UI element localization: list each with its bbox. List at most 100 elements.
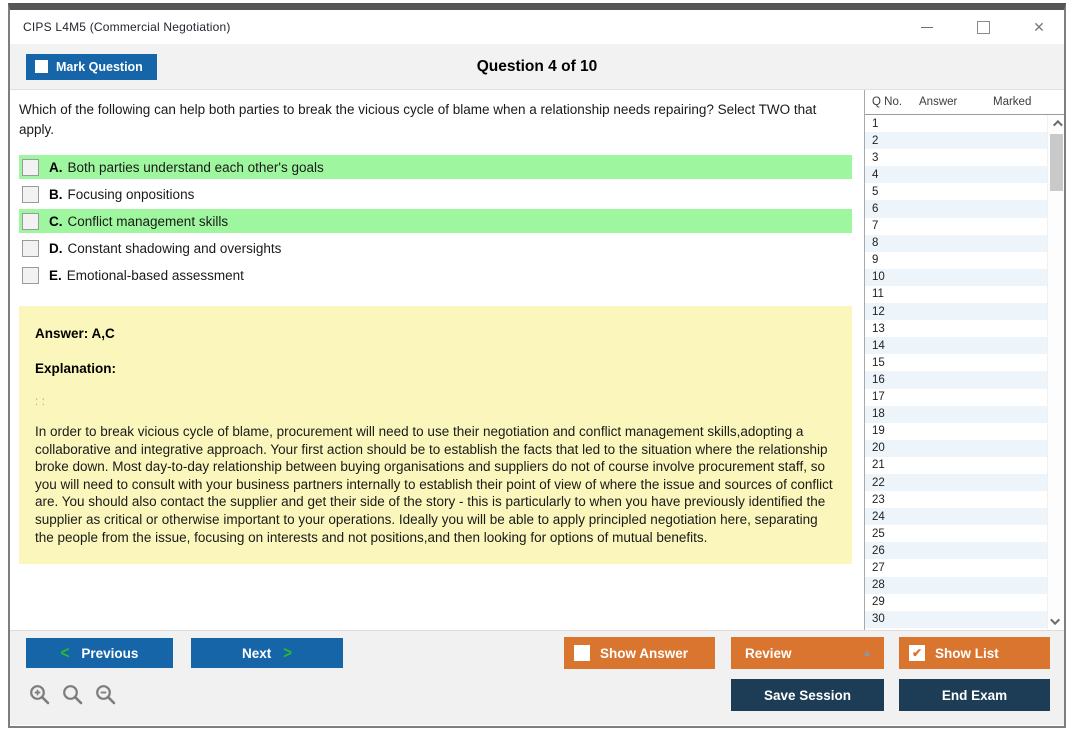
next-label: Next [241,645,272,661]
previous-button[interactable]: < Previous [26,638,173,668]
question-panel: Which of the following can help both par… [10,90,864,630]
question-list-row[interactable]: 23 [865,491,1047,508]
options-list: A. Both parties understand each other's g… [19,155,852,287]
question-list-rows: 1 2 3 4 5 6 7 8 9 10 11 12 13 14 15 16 17 18 19 20 21 22 23 24 2… [865,115,1047,630]
question-list-row[interactable]: 29 [865,594,1047,611]
question-list-row[interactable]: 20 [865,439,1047,457]
option-text: Constant shadowing and oversights [67,240,282,256]
next-button[interactable]: Next > [191,638,343,668]
previous-label: Previous [81,645,139,661]
show-answer-button[interactable]: Show Answer [564,637,715,669]
show-answer-checkbox[interactable] [574,645,590,661]
row-qno: 19 [872,425,885,438]
question-list-row[interactable]: 14 [865,337,1047,355]
question-list-scrollbar[interactable] [1047,115,1064,630]
option-checkbox[interactable] [22,239,39,257]
toolbar: Mark Question Question 4 of 10 [10,44,1064,90]
row-qno: 21 [872,459,885,472]
show-list-button[interactable]: ✔ Show List [899,637,1050,669]
option-checkbox[interactable] [22,158,39,176]
save-session-button[interactable]: Save Session [731,679,884,711]
option-row-E[interactable]: E. Emotional-based assessment [19,263,852,287]
question-list-row[interactable]: 7 [865,218,1047,235]
minimize-icon[interactable] [920,20,934,34]
question-list-row[interactable]: 24 [865,508,1047,526]
titlebar: CIPS L4M5 (Commercial Negotiation) ✕ [10,10,1064,44]
option-row-B[interactable]: B. Focusing onpositions [19,182,852,206]
question-list-header: Q No. Answer Marked [865,90,1064,115]
scrollbar-thumb[interactable] [1050,134,1063,191]
row-qno: 25 [872,527,885,540]
chevron-right-icon: > [283,643,293,663]
caret-up-icon: ▲ [862,647,872,659]
question-list-row[interactable]: 25 [865,525,1047,542]
question-list-row[interactable]: 30 [865,610,1047,628]
question-list-row[interactable]: 8 [865,234,1047,252]
option-letter: E. [49,267,62,283]
show-answer-label: Show Answer [600,645,689,661]
option-row-D[interactable]: D. Constant shadowing and oversights [19,236,852,260]
footer: < Previous Next > Show Answer Review ▲ ✔… [10,630,1064,725]
row-qno: 1 [872,117,879,130]
option-row-A[interactable]: A. Both parties understand each other's g… [19,155,852,179]
maximize-icon[interactable] [976,20,990,34]
column-header-answer: Answer [919,96,958,108]
close-icon[interactable]: ✕ [1033,18,1045,35]
question-list-row[interactable]: 13 [865,320,1047,337]
question-list-row[interactable]: 5 [865,183,1047,200]
question-list-row[interactable]: 26 [865,542,1047,560]
mark-question-button[interactable]: Mark Question [26,53,157,80]
scroll-up-icon[interactable] [1048,115,1064,132]
end-exam-button[interactable]: End Exam [899,679,1050,711]
question-list-row[interactable]: 17 [865,389,1047,406]
review-dropdown-button[interactable]: Review ▲ [731,637,884,669]
row-qno: 16 [872,373,885,386]
question-list-row[interactable]: 19 [865,423,1047,440]
zoom-out-icon[interactable] [94,683,118,707]
row-qno: 30 [872,613,885,626]
question-list-row[interactable]: 27 [865,559,1047,576]
question-list-row[interactable]: 10 [865,268,1047,286]
question-list: 1 2 3 4 5 6 7 8 9 10 11 12 13 14 15 16 17 18 19 20 21 22 23 24 2… [865,115,1064,630]
question-list-row[interactable]: 6 [865,200,1047,218]
row-qno: 26 [872,544,885,557]
show-list-checkbox[interactable]: ✔ [909,645,925,661]
row-qno: 11 [872,288,884,301]
question-list-row[interactable]: 2 [865,132,1047,150]
question-list-row[interactable]: 22 [865,473,1047,492]
zoom-reset-icon[interactable] [61,683,85,707]
explanation-note: : : [35,394,46,408]
question-list-row[interactable]: 16 [865,371,1047,389]
option-checkbox[interactable] [22,185,39,203]
question-list-row[interactable]: 28 [865,576,1047,594]
row-qno: 29 [872,596,885,609]
mark-question-checkbox[interactable] [35,60,48,73]
scroll-down-icon[interactable] [1048,613,1064,630]
option-text: Conflict management skills [67,213,229,229]
option-checkbox[interactable] [22,212,39,230]
option-letter: B. [49,186,63,202]
question-list-row[interactable]: 15 [865,354,1047,371]
question-list-row[interactable]: 4 [865,166,1047,184]
question-list-row[interactable]: 21 [865,457,1047,474]
answer-explanation-panel: Answer: A,C Explanation: : : In order to… [19,306,852,564]
row-qno: 8 [872,237,879,250]
row-qno: 14 [872,339,885,352]
row-qno: 10 [872,271,885,284]
option-text: Focusing onpositions [67,186,195,202]
option-letter: C. [49,213,63,229]
window-controls: ✕ [920,18,1064,35]
window-title: CIPS L4M5 (Commercial Negotiation) [23,20,231,34]
option-text: Emotional-based assessment [66,267,244,283]
zoom-in-icon[interactable] [28,683,52,707]
explanation-text: In order to break vicious cycle of blame… [35,424,833,545]
question-list-row[interactable]: 3 [865,149,1047,166]
option-checkbox[interactable] [22,266,39,284]
row-qno: 20 [872,442,885,455]
question-list-row[interactable]: 9 [865,252,1047,269]
question-list-row[interactable]: 18 [865,405,1047,423]
option-row-C[interactable]: C. Conflict management skills [19,209,852,233]
question-list-row[interactable]: 11 [865,286,1047,303]
question-list-row[interactable]: 12 [865,303,1047,321]
question-list-row[interactable]: 1 [865,115,1047,132]
